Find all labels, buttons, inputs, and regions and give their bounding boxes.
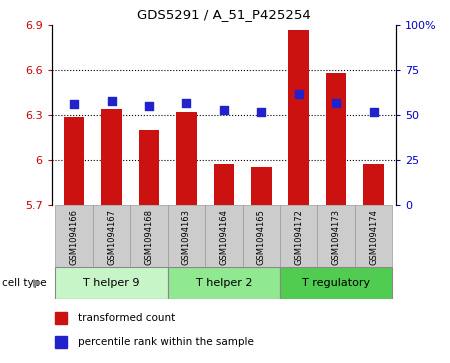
Bar	[55, 312, 67, 325]
Bar	[130, 205, 168, 267]
Bar	[55, 267, 168, 299]
Bar	[288, 30, 309, 205]
Text: transformed count: transformed count	[77, 313, 175, 323]
Bar	[317, 205, 355, 267]
Text: GSM1094174: GSM1094174	[369, 209, 378, 265]
Text: GSM1094163: GSM1094163	[182, 209, 191, 265]
Text: T helper 2: T helper 2	[196, 278, 252, 288]
Bar	[93, 205, 130, 267]
Point	[145, 103, 153, 109]
Title: GDS5291 / A_51_P425254: GDS5291 / A_51_P425254	[137, 8, 311, 21]
Bar	[139, 130, 159, 205]
Text: GSM1094166: GSM1094166	[70, 209, 79, 265]
Bar	[168, 205, 205, 267]
Point	[333, 100, 340, 106]
Text: GSM1094165: GSM1094165	[257, 209, 266, 265]
Bar	[280, 267, 392, 299]
Text: GSM1094164: GSM1094164	[220, 209, 228, 265]
Bar	[280, 205, 317, 267]
Point	[71, 102, 78, 107]
Point	[258, 109, 265, 115]
Text: GSM1094167: GSM1094167	[107, 209, 116, 265]
Text: T helper 9: T helper 9	[83, 278, 140, 288]
Bar	[55, 205, 93, 267]
Bar	[55, 336, 67, 348]
Text: T regulatory: T regulatory	[302, 278, 370, 288]
Bar	[243, 205, 280, 267]
Bar	[251, 167, 272, 205]
Text: GSM1094172: GSM1094172	[294, 209, 303, 265]
Bar	[326, 73, 346, 205]
Bar	[168, 267, 280, 299]
Point	[295, 91, 302, 97]
Text: percentile rank within the sample: percentile rank within the sample	[77, 337, 253, 347]
Point	[183, 100, 190, 106]
Point	[370, 109, 377, 115]
Bar	[176, 112, 197, 205]
Bar	[355, 205, 392, 267]
Bar	[214, 164, 234, 205]
Point	[220, 107, 227, 113]
Bar	[363, 164, 384, 205]
Text: ▶: ▶	[33, 278, 41, 288]
Bar	[101, 109, 122, 205]
Bar	[64, 118, 85, 205]
Bar	[205, 205, 243, 267]
Text: cell type: cell type	[2, 278, 47, 288]
Text: GSM1094168: GSM1094168	[144, 209, 153, 265]
Point	[108, 98, 115, 104]
Text: GSM1094173: GSM1094173	[332, 209, 341, 265]
